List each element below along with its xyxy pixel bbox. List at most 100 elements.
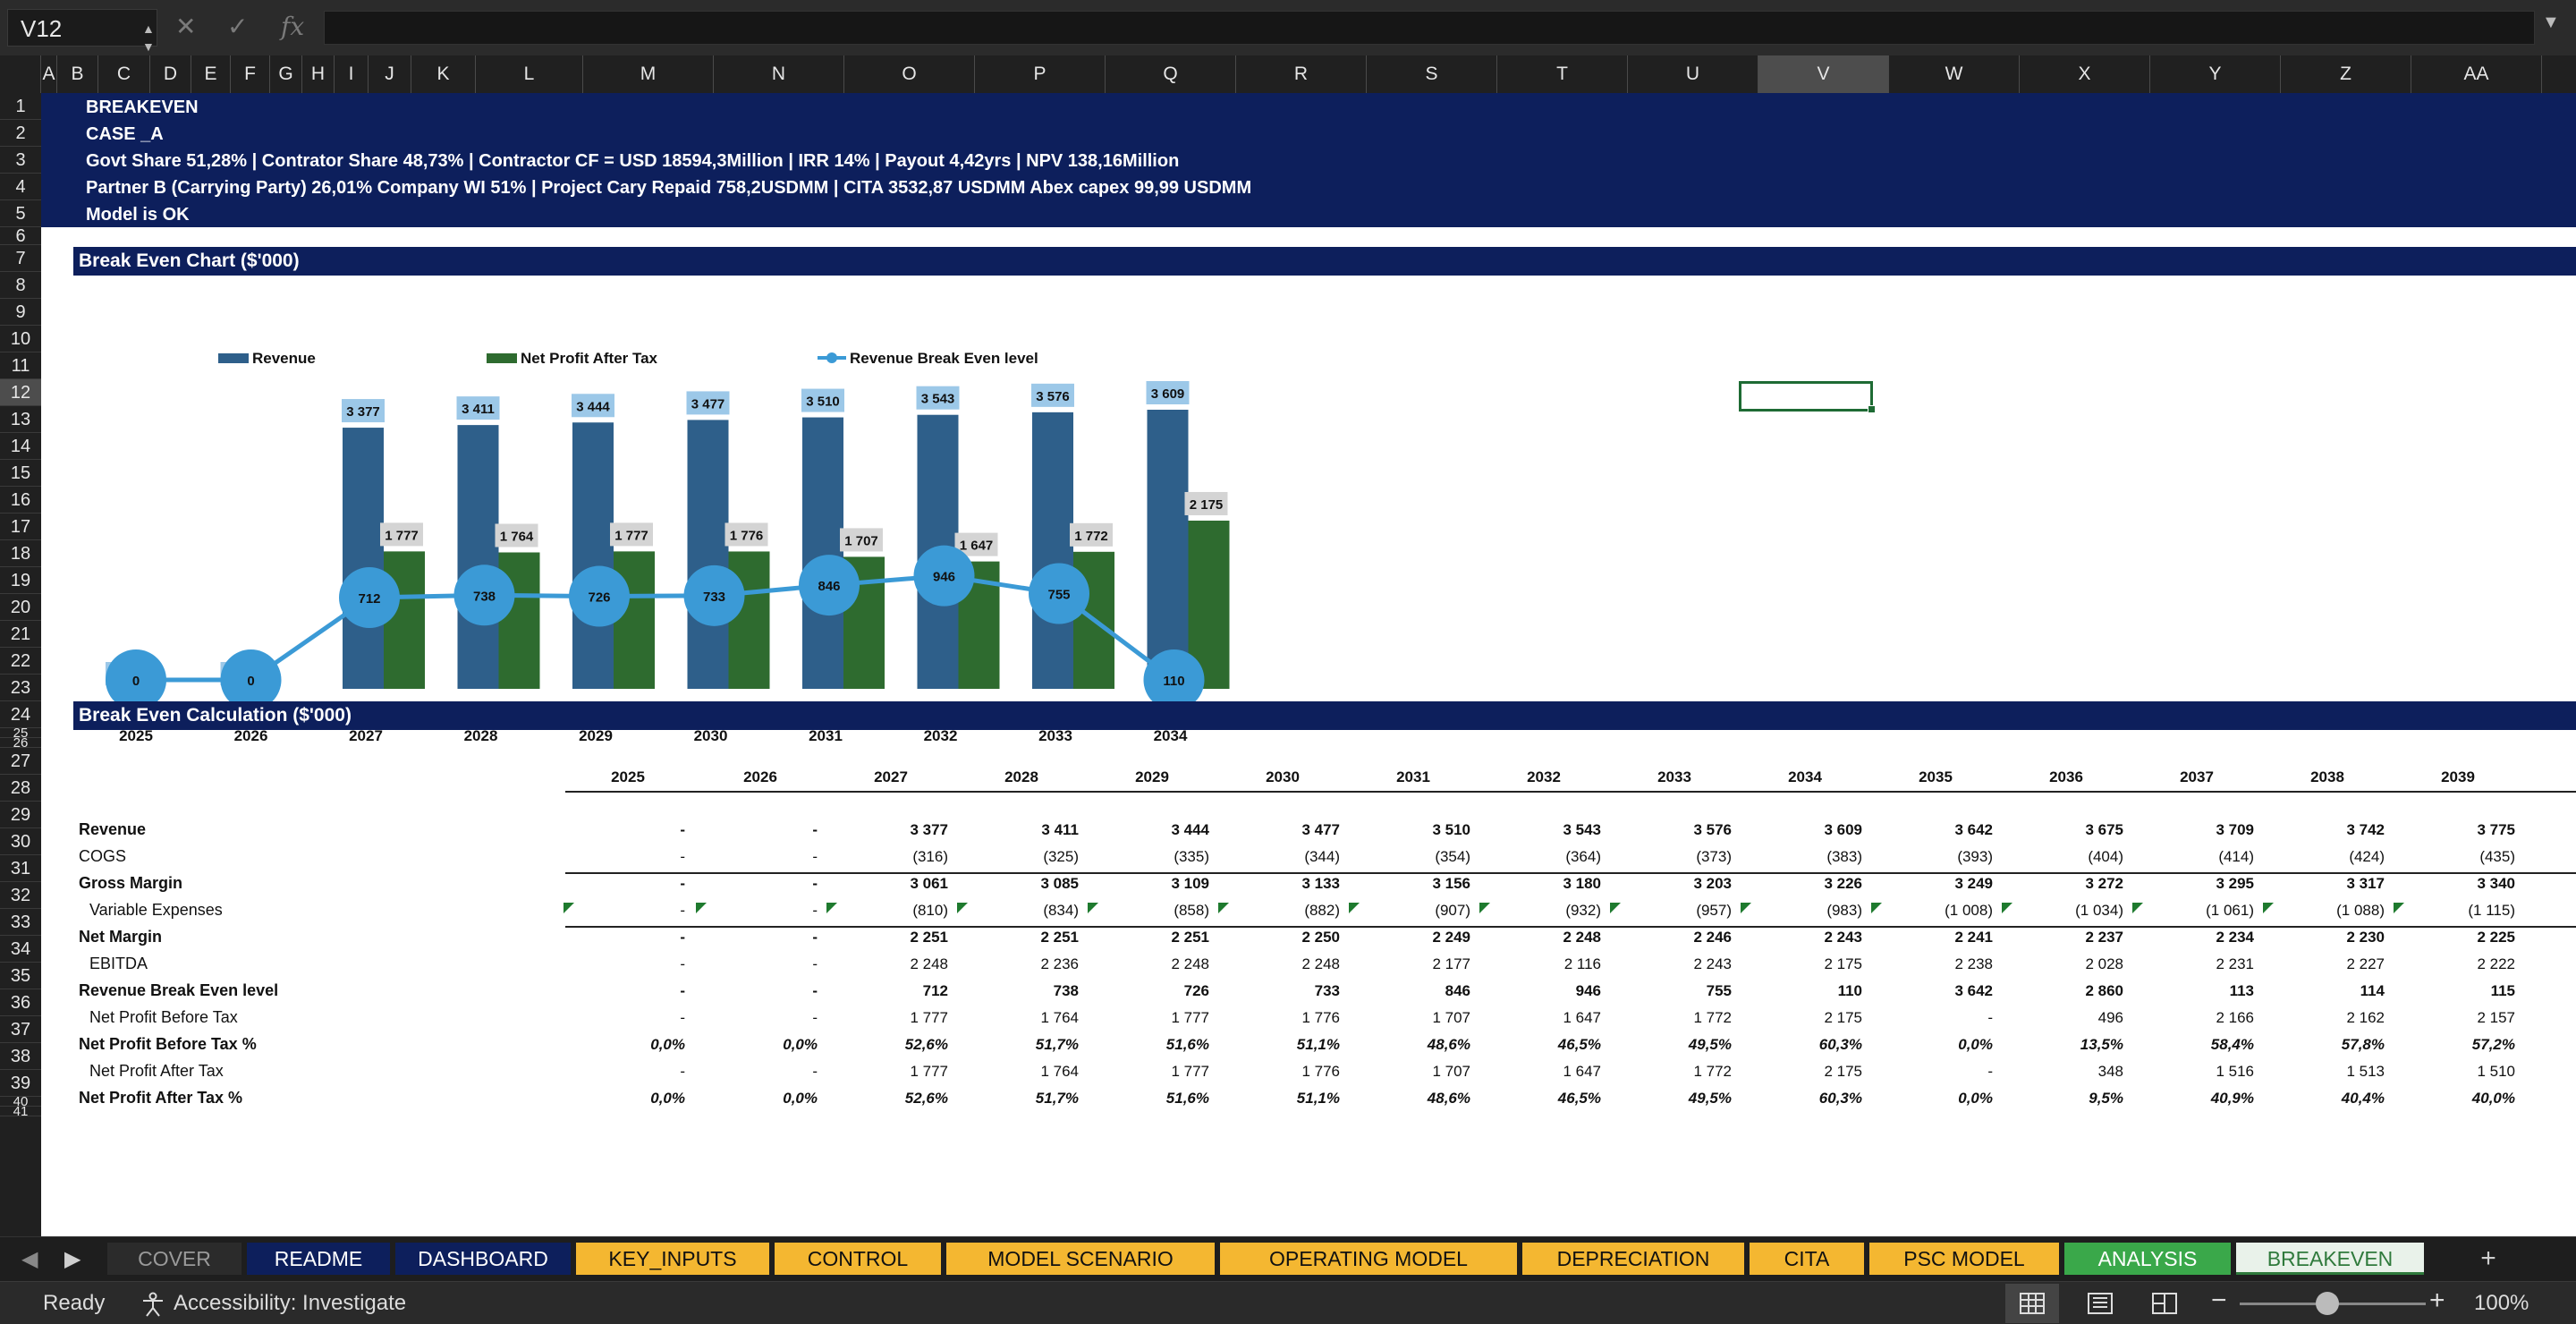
row-header-3[interactable]: 3 bbox=[0, 147, 41, 174]
table-cell[interactable]: 2 225 bbox=[2477, 929, 2515, 946]
row-header-1[interactable]: 1 bbox=[0, 93, 41, 120]
table-cell[interactable]: 3 411 bbox=[1041, 821, 1079, 838]
table-cell[interactable]: 2 251 bbox=[910, 929, 948, 946]
table-cell[interactable]: 1 777 bbox=[910, 1063, 948, 1080]
table-cell[interactable]: 48,6% bbox=[1427, 1090, 1470, 1107]
table-cell[interactable]: 2 175 bbox=[1824, 1009, 1862, 1026]
table-cell[interactable]: 3 543 bbox=[1563, 821, 1601, 838]
table-cell[interactable]: 3 156 bbox=[1432, 875, 1470, 892]
row-header-21[interactable]: 21 bbox=[0, 621, 41, 648]
table-cell[interactable]: 3 510 bbox=[1432, 821, 1470, 838]
table-cell[interactable]: 3 272 bbox=[2085, 875, 2123, 892]
table-cell[interactable]: 3 709 bbox=[2216, 821, 2254, 838]
table-cell[interactable]: 9,5% bbox=[2089, 1090, 2123, 1107]
column-header-s[interactable]: S bbox=[1367, 55, 1497, 93]
table-cell[interactable]: 3 085 bbox=[1040, 875, 1079, 892]
table-cell[interactable]: (932) bbox=[1565, 902, 1601, 919]
table-cell[interactable]: 115 bbox=[2490, 982, 2515, 999]
row-header-33[interactable]: 33 bbox=[0, 909, 41, 936]
row-header-14[interactable]: 14 bbox=[0, 433, 41, 460]
row-header-18[interactable]: 18 bbox=[0, 540, 41, 567]
table-cell[interactable]: 2 236 bbox=[1040, 955, 1079, 972]
table-cell[interactable]: 3 377 bbox=[910, 821, 948, 838]
error-indicator-icon[interactable] bbox=[2132, 903, 2143, 913]
sheet-tab-model-scenario[interactable]: MODEL SCENARIO bbox=[946, 1243, 1215, 1275]
table-cell[interactable]: 2 162 bbox=[2346, 1009, 2385, 1026]
table-cell[interactable]: 2 237 bbox=[2085, 929, 2123, 946]
row-header-7[interactable]: 7 bbox=[0, 245, 41, 272]
table-cell[interactable]: 0,0% bbox=[650, 1090, 685, 1107]
table-cell[interactable]: 3 061 bbox=[910, 875, 948, 892]
table-cell[interactable]: (344) bbox=[1304, 848, 1340, 865]
row-header-26[interactable]: 26 bbox=[0, 736, 41, 750]
error-indicator-icon[interactable] bbox=[1088, 903, 1098, 913]
table-cell[interactable]: - bbox=[680, 929, 685, 946]
table-cell[interactable]: 1 707 bbox=[1432, 1063, 1470, 1080]
row-header-34[interactable]: 34 bbox=[0, 936, 41, 963]
chevron-right-icon[interactable]: ▶ bbox=[64, 1247, 81, 1271]
row-header-23[interactable]: 23 bbox=[0, 675, 41, 701]
error-indicator-icon[interactable] bbox=[1349, 903, 1360, 913]
table-cell[interactable]: (316) bbox=[912, 848, 948, 865]
error-indicator-icon[interactable] bbox=[1479, 903, 1490, 913]
cancel-icon[interactable]: ✕ bbox=[175, 13, 197, 40]
table-cell[interactable]: - bbox=[680, 982, 685, 999]
table-cell[interactable]: 2 227 bbox=[2346, 955, 2385, 972]
table-cell[interactable]: 0,0% bbox=[783, 1090, 818, 1107]
fill-handle[interactable] bbox=[1868, 405, 1876, 413]
column-header-p[interactable]: P bbox=[975, 55, 1106, 93]
row-header-32[interactable]: 32 bbox=[0, 882, 41, 909]
table-cell[interactable]: (325) bbox=[1043, 848, 1079, 865]
table-cell[interactable]: 1 707 bbox=[1432, 1009, 1470, 1026]
table-cell[interactable]: (414) bbox=[2218, 848, 2254, 865]
table-cell[interactable]: - bbox=[812, 1009, 818, 1026]
column-header-f[interactable]: F bbox=[231, 55, 270, 93]
zoom-level[interactable]: 100% bbox=[2474, 1291, 2529, 1315]
row-header-41[interactable]: 41 bbox=[0, 1105, 41, 1118]
table-cell[interactable]: 2 028 bbox=[2085, 955, 2123, 972]
table-cell[interactable]: 3 133 bbox=[1301, 875, 1340, 892]
column-header-v[interactable]: V bbox=[1758, 55, 1889, 93]
column-header-b[interactable]: B bbox=[57, 55, 98, 93]
table-cell[interactable]: 1 772 bbox=[1693, 1063, 1732, 1080]
break-even-chart[interactable]: Revenue Net Profit After Tax Revenue Break… bbox=[73, 268, 1272, 751]
table-cell[interactable]: 2 243 bbox=[1824, 929, 1862, 946]
table-cell[interactable]: 51,1% bbox=[1296, 1036, 1340, 1053]
column-header-t[interactable]: T bbox=[1497, 55, 1628, 93]
table-cell[interactable]: 496 bbox=[2097, 1009, 2123, 1026]
table-cell[interactable]: 1 772 bbox=[1693, 1009, 1732, 1026]
table-cell[interactable]: 1 776 bbox=[1301, 1063, 1340, 1080]
table-cell[interactable]: 1 647 bbox=[1563, 1063, 1601, 1080]
table-cell[interactable]: (1 008) bbox=[1945, 902, 1993, 919]
table-cell[interactable]: 3 295 bbox=[2216, 875, 2254, 892]
table-cell[interactable]: (404) bbox=[2088, 848, 2123, 865]
table-cell[interactable]: (983) bbox=[1826, 902, 1862, 919]
row-header-6[interactable]: 6 bbox=[0, 227, 41, 245]
error-indicator-icon[interactable] bbox=[2263, 903, 2274, 913]
table-cell[interactable]: - bbox=[680, 902, 685, 919]
table-cell[interactable]: 51,6% bbox=[1165, 1090, 1209, 1107]
table-cell[interactable]: - bbox=[680, 821, 685, 838]
table-cell[interactable]: 3 742 bbox=[2346, 821, 2385, 838]
table-cell[interactable]: 712 bbox=[922, 982, 948, 999]
table-cell[interactable]: - bbox=[812, 1063, 818, 1080]
sheet-tab-breakeven[interactable]: BREAKEVEN bbox=[2236, 1243, 2424, 1275]
row-header-11[interactable]: 11 bbox=[0, 352, 41, 379]
table-cell[interactable]: - bbox=[812, 929, 818, 946]
sheet-tab-key-inputs[interactable]: KEY_INPUTS bbox=[576, 1243, 769, 1275]
row-header-13[interactable]: 13 bbox=[0, 406, 41, 433]
row-header-4[interactable]: 4 bbox=[0, 174, 41, 200]
table-cell[interactable]: 3 249 bbox=[1954, 875, 1993, 892]
table-cell[interactable]: 755 bbox=[1706, 982, 1732, 999]
table-cell[interactable]: (424) bbox=[2349, 848, 2385, 865]
column-header-g[interactable]: G bbox=[270, 55, 302, 93]
table-cell[interactable]: 2 248 bbox=[1563, 929, 1601, 946]
table-cell[interactable]: (373) bbox=[1696, 848, 1732, 865]
table-cell[interactable]: 51,6% bbox=[1165, 1036, 1209, 1053]
table-cell[interactable]: 2 175 bbox=[1824, 955, 1862, 972]
table-cell[interactable]: 2 250 bbox=[1301, 929, 1340, 946]
row-header-30[interactable]: 30 bbox=[0, 828, 41, 855]
column-header-q[interactable]: Q bbox=[1106, 55, 1236, 93]
error-indicator-icon[interactable] bbox=[826, 903, 837, 913]
table-cell[interactable]: 846 bbox=[1445, 982, 1470, 999]
